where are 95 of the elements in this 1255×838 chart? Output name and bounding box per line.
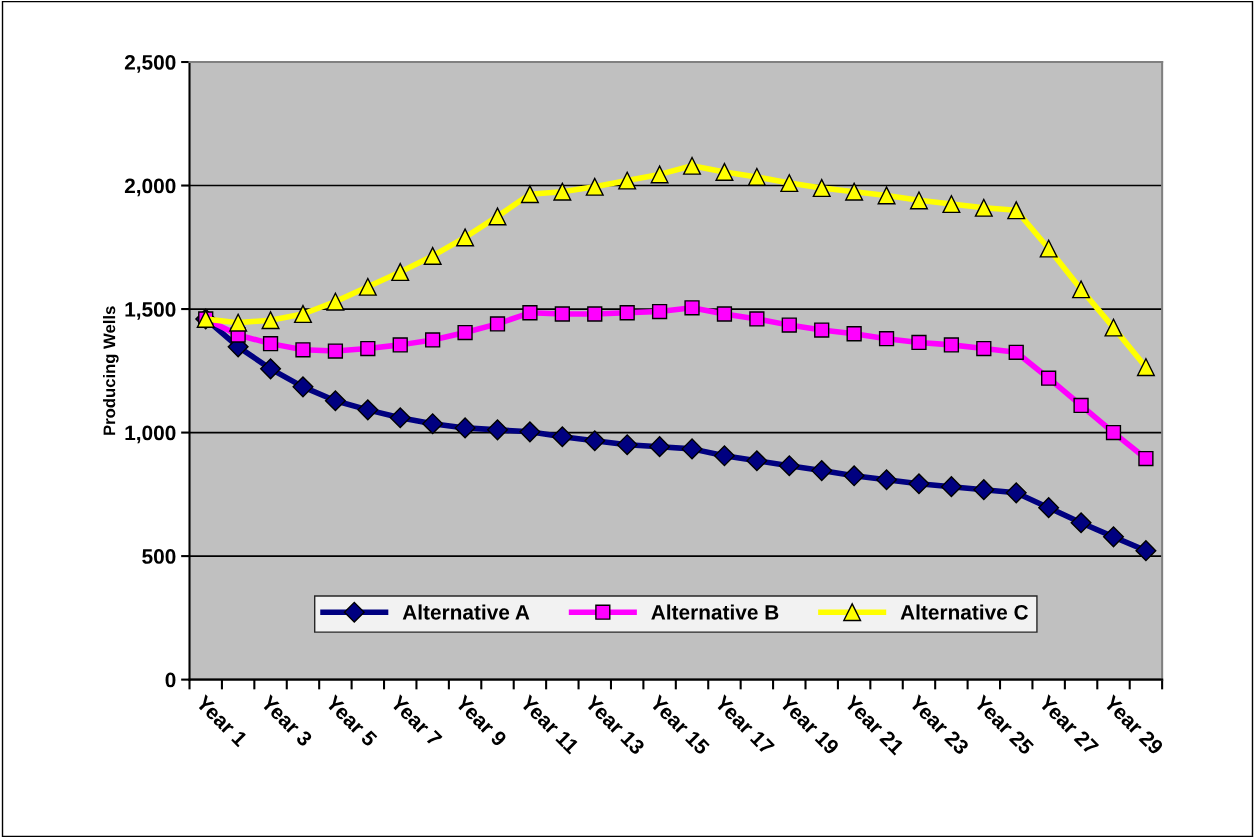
point (585, 177, 604, 196)
point (909, 191, 929, 210)
point (974, 198, 993, 217)
point (360, 340, 376, 357)
point (876, 469, 898, 491)
point (1039, 239, 1058, 258)
point (716, 306, 733, 322)
point (1105, 424, 1122, 441)
point (587, 306, 603, 322)
point (293, 304, 313, 324)
point (389, 407, 411, 429)
point (522, 305, 538, 321)
point (749, 311, 765, 327)
point (423, 246, 442, 265)
point (681, 438, 703, 460)
point (292, 376, 314, 398)
point (1102, 526, 1125, 548)
point (457, 324, 473, 341)
point (649, 436, 671, 458)
point (843, 465, 865, 487)
point (229, 313, 248, 332)
point (1005, 482, 1027, 504)
point (357, 399, 379, 421)
point (326, 292, 345, 311)
point (908, 473, 930, 495)
point (877, 186, 896, 205)
point (1008, 344, 1024, 360)
point (392, 337, 408, 353)
point (584, 430, 606, 452)
point (616, 434, 638, 456)
point (486, 419, 509, 441)
point (682, 156, 702, 175)
point (1070, 512, 1092, 534)
point (1138, 450, 1154, 467)
point (811, 460, 833, 482)
point (553, 182, 572, 201)
point (1136, 358, 1155, 377)
point (358, 277, 377, 296)
y-tick-label: 1,500 (125, 302, 176, 320)
point (1104, 318, 1123, 337)
point (943, 337, 960, 353)
y-tick-label: 1,000 (125, 425, 176, 444)
point (1135, 540, 1157, 562)
point (327, 343, 344, 359)
point (619, 305, 635, 321)
point (878, 331, 895, 347)
point (1038, 497, 1060, 519)
point (295, 342, 311, 358)
point (554, 306, 570, 322)
y-tick-label: 500 (142, 549, 176, 564)
point (747, 167, 766, 186)
legend-label: Alternative B (651, 604, 779, 620)
point (684, 300, 700, 316)
point (1041, 370, 1057, 386)
point (973, 479, 995, 501)
point (454, 417, 476, 439)
point (489, 316, 506, 332)
point (422, 413, 444, 435)
legend-label: Alternative A (402, 604, 530, 620)
point (425, 332, 441, 348)
point (940, 476, 962, 498)
point (846, 326, 862, 342)
point (812, 178, 831, 198)
point (324, 390, 346, 412)
point (942, 195, 961, 214)
point (911, 334, 927, 351)
point (746, 450, 768, 472)
point (488, 207, 507, 226)
point (391, 262, 410, 282)
y-axis-title: Producing Wells (103, 306, 119, 435)
point (778, 455, 800, 477)
point (715, 162, 734, 181)
point (781, 317, 797, 333)
point (618, 171, 637, 190)
point (845, 182, 864, 201)
point (261, 311, 280, 330)
y-tick-label: 2,000 (124, 178, 176, 197)
point (1007, 201, 1026, 220)
point (651, 303, 668, 320)
point (650, 165, 669, 184)
point (976, 340, 992, 357)
point (520, 185, 539, 204)
point (262, 336, 279, 352)
point (551, 426, 573, 448)
point (1072, 280, 1091, 299)
y-tick-label: 0 (165, 672, 176, 688)
point (814, 322, 830, 338)
point (456, 228, 475, 247)
y-tick-label: 2,500 (124, 55, 176, 73)
point (519, 421, 541, 443)
point (713, 445, 735, 467)
point (780, 174, 799, 193)
legend-label: Alternative C (900, 604, 1029, 620)
point (260, 358, 282, 380)
point (1073, 397, 1089, 414)
